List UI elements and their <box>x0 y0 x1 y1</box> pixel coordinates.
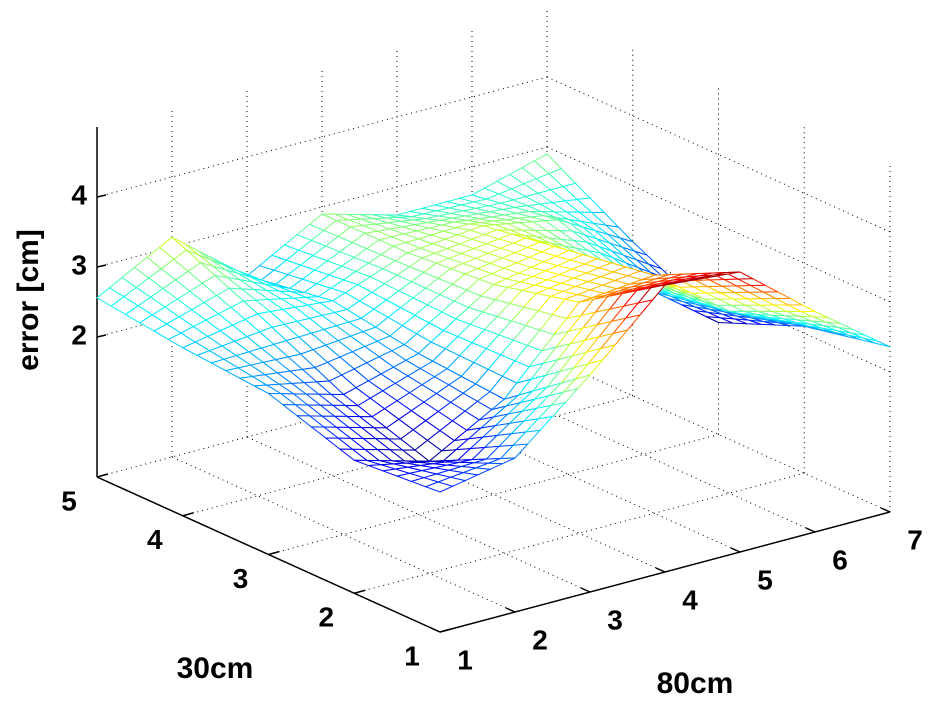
tick-mark <box>505 607 516 613</box>
mesh-cell <box>396 194 558 227</box>
mesh-cell <box>96 236 259 349</box>
x-tick-label: 2 <box>532 624 548 655</box>
mesh-cell <box>181 313 345 396</box>
x-tick-label: 6 <box>832 544 848 575</box>
tick-mark <box>96 334 107 338</box>
tick-mark <box>96 264 107 268</box>
x-tick-label: 4 <box>682 584 698 615</box>
tick-mark <box>580 587 591 593</box>
mesh-cell <box>491 249 656 303</box>
mesh-cell <box>427 374 592 462</box>
mesh-cell <box>267 392 431 462</box>
x-tick-label: 5 <box>757 564 773 595</box>
x-axis-label: 80cm <box>657 667 734 700</box>
tick-mark <box>880 507 891 513</box>
z-axis-label: error [cm] <box>12 229 45 371</box>
z-tick-label: 3 <box>71 249 87 280</box>
tick-mark <box>430 627 441 633</box>
tick-mark <box>354 589 366 594</box>
mesh-cell <box>342 352 506 462</box>
x-tick-label: 1 <box>457 644 473 675</box>
mesh-cell <box>406 225 570 286</box>
mesh-cell <box>417 283 581 400</box>
z-tick-label: 4 <box>71 179 87 210</box>
mesh-cell <box>354 457 516 493</box>
tick-mark <box>96 194 107 198</box>
mesh-cell <box>502 284 667 401</box>
tick-mark <box>182 512 194 517</box>
tick-mark <box>96 473 109 478</box>
mesh-cell <box>321 213 483 254</box>
tick-mark <box>439 628 452 633</box>
y-tick-label: 5 <box>61 485 77 516</box>
x-tick-label: 3 <box>607 604 623 635</box>
z-tick-label: 2 <box>71 319 87 350</box>
grid-line <box>354 472 805 594</box>
y-axis-label: 30cm <box>177 652 254 685</box>
mesh-cell <box>245 213 409 302</box>
x-tick-label: 7 <box>907 524 923 555</box>
tick-mark <box>268 550 280 556</box>
y-tick-label: 4 <box>147 524 163 555</box>
y-tick-label: 1 <box>404 640 420 671</box>
y-tick-label: 3 <box>233 563 249 594</box>
mesh-cell <box>171 236 333 315</box>
tick-mark <box>730 547 741 553</box>
y-tick-label: 2 <box>318 602 334 633</box>
mesh-cell <box>654 271 816 312</box>
tick-mark <box>805 527 816 533</box>
mesh-face <box>424 481 454 493</box>
mesh-cell <box>729 310 891 348</box>
tick-mark <box>655 567 666 573</box>
